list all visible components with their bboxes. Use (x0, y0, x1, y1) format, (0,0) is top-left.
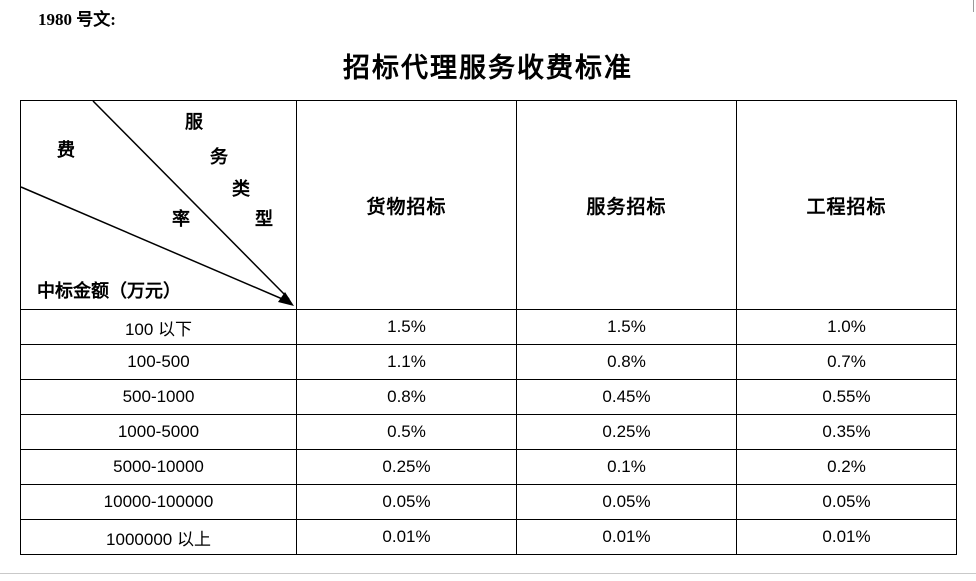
table-row: 500-1000 0.8% 0.45% 0.55% (20, 379, 957, 415)
rate-cell: 0.45% (516, 379, 737, 415)
rate-cell: 0.7% (736, 344, 957, 380)
column-header-service: 服务招标 (516, 100, 737, 310)
corner-label-service-type-char: 型 (255, 209, 273, 229)
amount-range-cell: 10000-100000 (20, 484, 297, 520)
amount-range-cell: 100 以下 (20, 309, 297, 345)
amount-range-cell: 500-1000 (20, 379, 297, 415)
rate-cell: 0.01% (516, 519, 737, 555)
rate-cell: 0.01% (296, 519, 517, 555)
page-bottom-edge (0, 573, 976, 574)
rate-cell: 0.2% (736, 449, 957, 485)
rate-cell: 0.8% (296, 379, 517, 415)
fee-table: 服 务 类 型 费 率 中标金额（万元） 货物招标 服务招标 工程招标 100 … (20, 100, 957, 555)
diagonal-divider-lines (21, 101, 294, 306)
rate-cell: 0.01% (736, 519, 957, 555)
amount-range-cell: 1000000 以上 (20, 519, 297, 555)
rate-cell: 1.5% (296, 309, 517, 345)
rate-cell: 0.1% (516, 449, 737, 485)
table-row: 100-500 1.1% 0.8% 0.7% (20, 344, 957, 380)
rate-cell: 0.8% (516, 344, 737, 380)
rate-cell: 0.25% (296, 449, 517, 485)
table-row: 1000-5000 0.5% 0.25% 0.35% (20, 414, 957, 450)
table-row: 1000000 以上 0.01% 0.01% 0.01% (20, 519, 957, 555)
corner-label-service-type-char: 服 (185, 112, 203, 132)
table-row: 100 以下 1.5% 1.5% 1.0% (20, 309, 957, 345)
page-title: 招标代理服务收费标准 (343, 53, 633, 83)
column-header-engineering: 工程招标 (736, 100, 957, 310)
rate-cell: 0.05% (516, 484, 737, 520)
rate-cell: 0.05% (736, 484, 957, 520)
amount-range-cell: 5000-10000 (20, 449, 297, 485)
corner-label-service-type-char: 务 (210, 147, 228, 167)
page-right-edge (973, 0, 974, 12)
column-header-goods: 货物招标 (296, 100, 517, 310)
rate-cell: 0.05% (296, 484, 517, 520)
rate-cell: 0.35% (736, 414, 957, 450)
doc-number: 1980 号文: (38, 10, 116, 29)
table-row: 10000-100000 0.05% 0.05% 0.05% (20, 484, 957, 520)
rate-cell: 1.1% (296, 344, 517, 380)
rate-cell: 0.25% (516, 414, 737, 450)
rate-cell: 0.5% (296, 414, 517, 450)
amount-range-cell: 1000-5000 (20, 414, 297, 450)
corner-label-rate-char: 率 (172, 209, 190, 229)
arrowhead-icon (278, 292, 294, 306)
corner-label-service-type-char: 类 (232, 179, 250, 199)
table-row: 5000-10000 0.25% 0.1% 0.2% (20, 449, 957, 485)
corner-label-amount: 中标金额（万元） (37, 281, 181, 301)
table-corner-cell: 服 务 类 型 费 率 中标金额（万元） (20, 100, 297, 310)
rate-cell: 1.5% (516, 309, 737, 345)
amount-range-cell: 100-500 (20, 344, 297, 380)
rate-cell: 1.0% (736, 309, 957, 345)
corner-label-rate-char: 费 (57, 140, 75, 160)
table-header-row: 服 务 类 型 费 率 中标金额（万元） 货物招标 服务招标 工程招标 (20, 100, 957, 310)
rate-cell: 0.55% (736, 379, 957, 415)
